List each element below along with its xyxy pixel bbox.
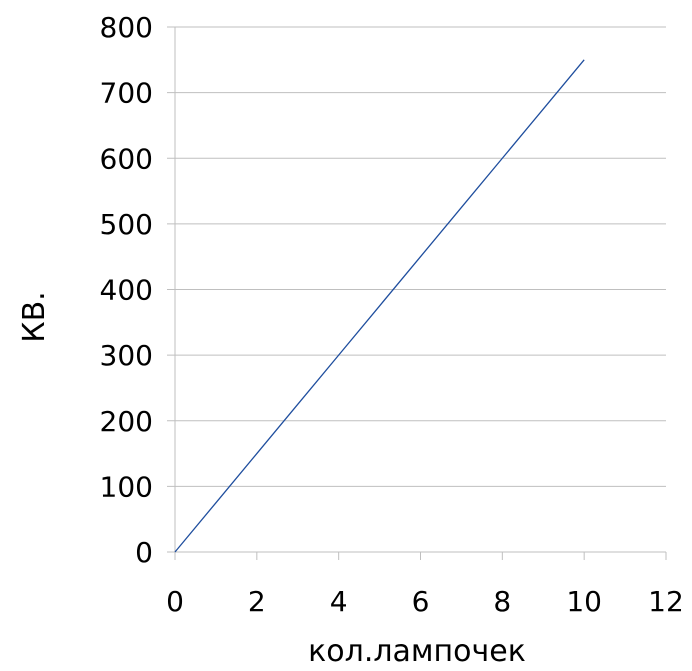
x-axis-title: кол.лампочек (308, 634, 526, 669)
series-layer (174, 59, 585, 553)
y-tick-label: 700 (100, 77, 153, 110)
data-point (379, 305, 381, 307)
y-tick-label: 0 (135, 536, 153, 569)
y-axis-tick-labels: 0 100 200 300 400 500 600 700 800 (100, 11, 153, 569)
data-point (460, 206, 462, 208)
data-point (501, 157, 503, 159)
axes (167, 26, 667, 560)
x-tick-label: 4 (330, 585, 348, 618)
data-point (583, 59, 585, 61)
data-point (215, 502, 217, 504)
x-tick-label: 6 (412, 585, 430, 618)
x-tick-label: 10 (566, 585, 602, 618)
data-point (256, 453, 258, 455)
data-point (338, 354, 340, 356)
y-tick-label: 400 (100, 274, 153, 307)
y-tick-label: 100 (100, 470, 153, 503)
y-tick-label: 600 (100, 142, 153, 175)
grid-lines (175, 26, 666, 487)
data-point (420, 256, 422, 258)
x-tick-label: 12 (648, 585, 684, 618)
data-point (297, 403, 299, 405)
series-line-0 (174, 59, 585, 553)
data-point (542, 108, 544, 110)
y-tick-label: 800 (100, 11, 153, 44)
x-tick-label: 0 (166, 585, 184, 618)
y-tick-label: 200 (100, 405, 153, 438)
x-tick-label: 2 (248, 585, 266, 618)
data-point (174, 551, 176, 553)
x-axis-tick-labels: 0 2 4 6 8 10 12 (166, 585, 684, 618)
y-tick-label: 300 (100, 339, 153, 372)
y-axis-title: КВ. (17, 291, 52, 342)
x-tick-label: 8 (493, 585, 511, 618)
y-tick-label: 500 (100, 208, 153, 241)
